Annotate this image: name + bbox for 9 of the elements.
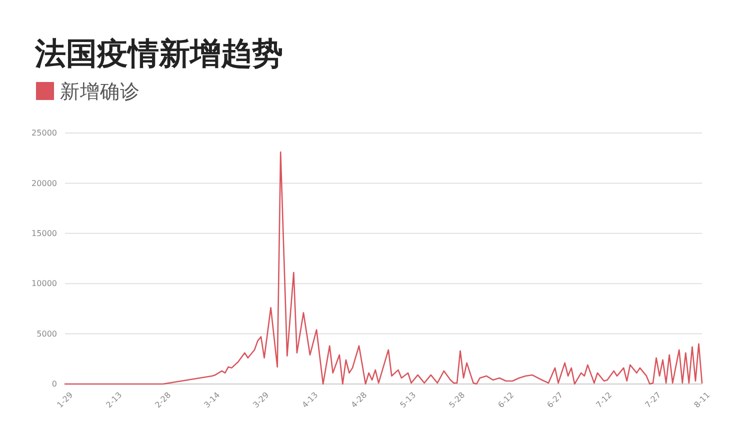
y-tick-label: 25000 <box>32 128 57 138</box>
legend-label: 新增确诊 <box>60 80 140 103</box>
chart-title: 法国疫情新增趋势 <box>34 36 283 72</box>
y-tick-label: 0 <box>52 380 57 389</box>
y-tick-label: 15000 <box>32 228 57 238</box>
y-tick-label: 10000 <box>32 279 57 288</box>
y-tick-label: 20000 <box>32 178 57 188</box>
line-series <box>64 151 703 385</box>
y-tick-label: 5000 <box>36 329 57 338</box>
